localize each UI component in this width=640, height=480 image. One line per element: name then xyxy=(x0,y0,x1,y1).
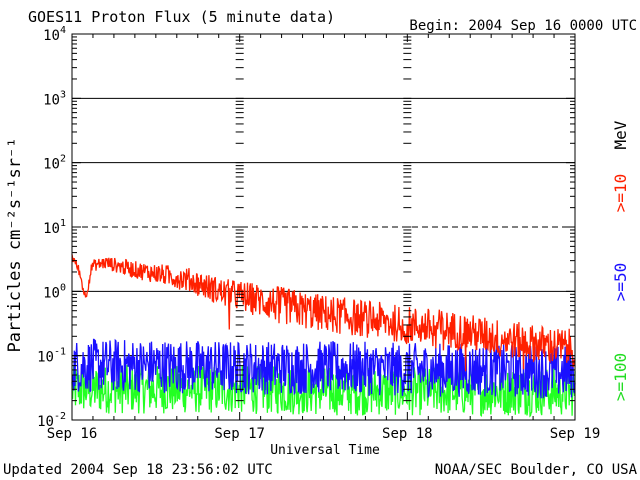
y-tick-label: 104 xyxy=(43,25,66,44)
legend-ge50: >=50 xyxy=(611,263,630,302)
series-line-50 xyxy=(71,338,576,399)
y-axis-label: Particles cm⁻²s⁻¹sr⁻¹ xyxy=(5,138,25,353)
legend-ge10: >=10 xyxy=(611,174,630,213)
x-tick-label: Sep 16 xyxy=(47,426,98,442)
y-tick-label: 100 xyxy=(43,282,66,301)
y-tick-label: 10-2 xyxy=(37,411,66,430)
series-line-100 xyxy=(71,364,576,418)
x-tick-label: Sep 19 xyxy=(550,426,601,442)
energy-unit-label: MeV xyxy=(611,120,630,149)
y-tick-label: 101 xyxy=(43,218,66,237)
x-axis-label: Universal Time xyxy=(270,443,380,458)
series-line-10 xyxy=(71,254,576,372)
legend-ge100: >=100 xyxy=(611,353,630,401)
updated-timestamp: Updated 2004 Sep 18 23:56:02 UTC xyxy=(3,462,273,478)
begin-label: Begin: 2004 Sep 16 0000 UTC xyxy=(409,18,637,34)
y-tick-label: 10-1 xyxy=(37,347,66,366)
x-tick-label: Sep 18 xyxy=(382,426,433,442)
chart-title: GOES11 Proton Flux (5 minute data) xyxy=(28,8,335,26)
x-tick-label: Sep 17 xyxy=(214,426,265,442)
y-tick-label: 102 xyxy=(43,154,66,173)
y-tick-label: 103 xyxy=(43,89,66,108)
credit-label: NOAA/SEC Boulder, CO USA xyxy=(435,462,638,478)
